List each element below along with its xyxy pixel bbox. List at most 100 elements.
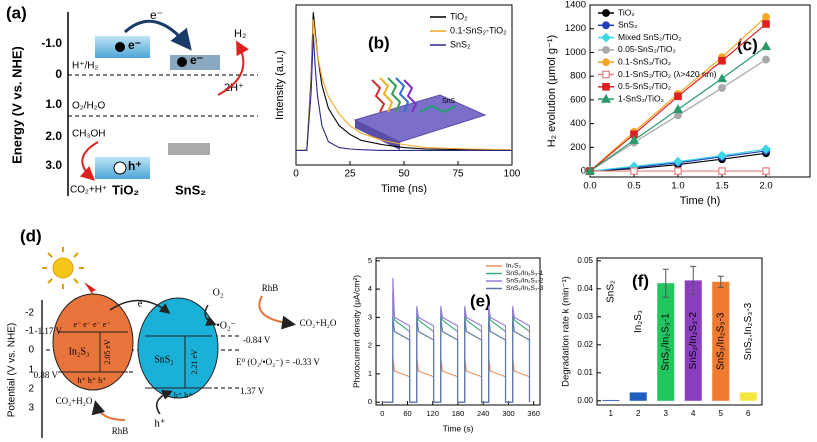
- arrow: [204, 304, 217, 326]
- panel-letter: (a): [6, 3, 27, 22]
- y-tick-label: 5: [368, 256, 372, 265]
- y-axis-label: H₂ evolution (μmol g⁻¹): [546, 35, 558, 147]
- axis-label: Potential (V vs. NHE): [7, 323, 18, 417]
- sun: [52, 257, 74, 279]
- y-tick-label: 400: [570, 118, 586, 129]
- marker: [674, 167, 682, 175]
- label: -1.17 V: [35, 326, 63, 336]
- marker: [762, 20, 770, 28]
- legend-label: Mixed SnS₂/TiO₂: [618, 32, 681, 42]
- label: RhB: [262, 283, 279, 293]
- bar: [657, 283, 675, 401]
- label: h⁺ h⁺ h⁺: [78, 376, 107, 385]
- arrow: [79, 141, 99, 181]
- marker: [584, 165, 596, 175]
- marker: [674, 92, 682, 101]
- marker: [602, 21, 610, 30]
- x-tick-label: 25: [344, 169, 356, 180]
- marker: [761, 144, 771, 154]
- inset-label: SnS: [442, 98, 456, 105]
- y-tick-label: 1000: [565, 47, 586, 58]
- y-tick-label: 0.01: [577, 368, 593, 377]
- x-tick-label: 120: [427, 409, 440, 418]
- marker: [602, 70, 610, 79]
- bar-label: SnS₂,In₂S₃-3: [743, 302, 754, 360]
- panel-letter: (e): [470, 291, 491, 310]
- error-bar: [690, 265, 697, 295]
- x-tick-label: 75: [452, 169, 464, 180]
- panel-letter: (d): [20, 226, 42, 245]
- tick-label: 1: [28, 365, 34, 376]
- series-line: [382, 317, 531, 403]
- marker: [601, 32, 611, 43]
- label: H⁺/H₂: [72, 61, 99, 72]
- legend-label: 0.05-SnS₂/TiO₂: [618, 44, 676, 54]
- bar-label: SnS₂: [605, 280, 616, 303]
- tick-label: 0: [28, 345, 34, 356]
- y-tick-label: 800: [570, 71, 586, 82]
- molecule: [371, 79, 386, 113]
- x-tick-label: 180: [452, 409, 465, 418]
- panel-letter: (f): [632, 271, 649, 290]
- label: O₂/H₂O: [72, 101, 106, 112]
- x-axis-label: Time (h): [680, 195, 721, 207]
- marker: [600, 93, 612, 103]
- marker: [718, 167, 726, 175]
- marker: [716, 73, 728, 83]
- y-axis-label: Degradation rate k (min⁻¹): [561, 276, 572, 387]
- legend-label: 0.1-SnS₂/TiO₂ (λ>420 nm): [618, 69, 717, 79]
- y-tick-label: 600: [570, 94, 586, 105]
- panel-d: (d) Potential (V vs. NHE) -2 -1 0 1 2 3 …: [7, 226, 337, 438]
- band-lines: [58, 331, 212, 389]
- x-axis-label: Time (s): [443, 423, 474, 433]
- x-tick-label: 360: [527, 409, 540, 418]
- x-tick-label: 0.5: [627, 181, 640, 192]
- axis-label: Energy (V vs. NHE): [9, 46, 24, 164]
- marker: [672, 104, 684, 113]
- legend-label: 0.5-SnS₂/TiO₂: [618, 81, 671, 91]
- ticks: -2 -1 0 1 2 3: [25, 308, 34, 414]
- molecule: [379, 77, 394, 113]
- bar-label: In₂S₃: [633, 310, 644, 333]
- y-tick-label: 0.02: [577, 340, 593, 349]
- tick-label: -1.0: [41, 36, 62, 50]
- marker: [762, 167, 770, 175]
- label: e⁻ e⁻ e⁻ e⁻: [73, 320, 110, 329]
- marker: [718, 56, 726, 65]
- x-tick-label: 0.0: [583, 181, 596, 192]
- y-tick-label: 0.03: [577, 312, 593, 321]
- label: CO₂+H₂O: [56, 396, 93, 406]
- marker: [630, 167, 638, 175]
- legend-label: SnS₂: [450, 39, 471, 49]
- tick-label: -2: [25, 308, 34, 319]
- tick-label: 3.0: [45, 158, 62, 172]
- marker: [628, 135, 640, 144]
- electron: [115, 42, 125, 52]
- label: e⁻: [190, 53, 203, 67]
- sun-rays: [42, 247, 84, 289]
- electron: [177, 57, 187, 67]
- legend-label: In₂S₃: [506, 263, 521, 270]
- x-tick-label: 3: [664, 409, 669, 418]
- legend-label: 0.1-SnS₂-TiO₂: [450, 25, 507, 35]
- arrow: [155, 389, 173, 415]
- legend-label: 1-SnS₂/TiO₂: [618, 93, 664, 103]
- legend-label: TiO₂: [618, 7, 635, 17]
- label: e⁻: [150, 8, 163, 22]
- label: 1.37 V: [240, 386, 265, 396]
- label: h⁺ h⁺ h⁺: [164, 391, 193, 400]
- bar-label: SnS₂/In₂S₃-1: [660, 313, 671, 371]
- y-tick-label: 0.04: [577, 284, 593, 293]
- x-tick-label: 0: [293, 169, 299, 180]
- x-tick-label: 240: [477, 409, 490, 418]
- marker: [760, 41, 772, 51]
- plot-frame: [596, 257, 763, 406]
- label: 2.05 eV: [103, 339, 112, 365]
- x-tick-label: 2: [636, 409, 641, 418]
- marker: [602, 46, 610, 54]
- x-tick-label: 100: [504, 169, 521, 180]
- legend-label: 0.1-SnS₂/TiO₂: [618, 56, 671, 66]
- marker: [718, 84, 726, 92]
- label: TiO₂: [112, 182, 139, 197]
- legend-label: SnS₂/In₂S₃-1: [506, 270, 544, 277]
